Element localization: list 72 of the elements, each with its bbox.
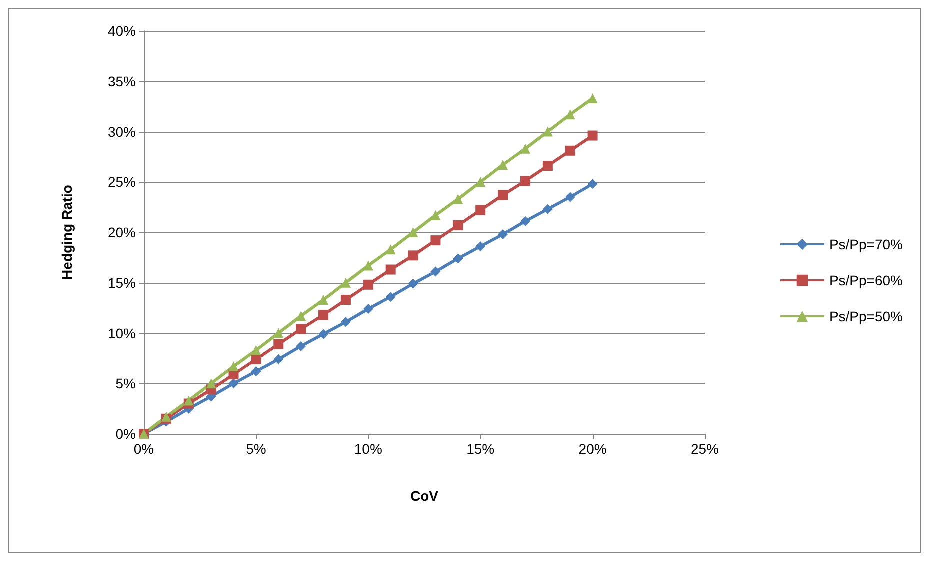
point	[318, 295, 329, 306]
point	[251, 366, 262, 377]
y-tick-label: 30%	[108, 124, 136, 140]
point	[340, 317, 351, 328]
point	[565, 192, 576, 202]
point	[453, 254, 464, 264]
point	[363, 304, 374, 314]
point	[251, 354, 262, 364]
point	[453, 220, 464, 230]
x-tick-label: 25%	[690, 441, 720, 457]
point	[520, 144, 530, 154]
point	[498, 230, 508, 240]
point	[363, 280, 374, 290]
point	[408, 228, 418, 238]
point	[296, 311, 306, 322]
point	[408, 250, 418, 261]
x-tick-label: 10%	[354, 441, 382, 457]
point	[542, 126, 553, 137]
point	[251, 345, 262, 356]
point	[588, 179, 598, 190]
point	[565, 110, 576, 120]
point	[386, 264, 396, 275]
point	[520, 216, 530, 226]
point	[430, 236, 441, 246]
point	[498, 190, 508, 200]
y-axis-title: Hedging Ratio	[59, 185, 75, 280]
x-tick-label: 0%	[134, 441, 154, 457]
point	[296, 324, 306, 334]
point	[476, 205, 486, 216]
point	[565, 146, 576, 156]
point	[228, 361, 239, 372]
point	[588, 94, 598, 104]
y-tick-label: 15%	[108, 274, 136, 291]
point	[408, 278, 418, 289]
point	[453, 194, 464, 204]
point	[588, 130, 598, 141]
point	[206, 378, 216, 389]
point	[476, 177, 486, 188]
x-axis-title: CoV	[410, 488, 440, 504]
point	[542, 161, 553, 172]
point	[363, 260, 374, 271]
y-tick-label: 40%	[108, 23, 136, 39]
legend-label: Ps/Pp=70%	[829, 236, 904, 252]
point	[296, 341, 306, 352]
legend-label: Ps/Pp=60%	[829, 272, 904, 288]
point	[340, 278, 351, 288]
x-tick-label: 15%	[466, 441, 495, 457]
point	[274, 354, 284, 364]
y-tick-label: 5%	[116, 376, 136, 392]
y-tick-label: 20%	[108, 224, 136, 240]
point	[228, 378, 239, 389]
point	[386, 292, 396, 302]
point	[340, 295, 351, 306]
x-tick-label: 5%	[246, 441, 266, 457]
point	[274, 328, 284, 338]
point	[430, 210, 441, 220]
point	[476, 242, 486, 252]
point	[184, 396, 194, 406]
point	[430, 266, 441, 277]
point	[542, 204, 553, 214]
y-tick-label: 35%	[108, 73, 136, 90]
legend-label: Ps/Pp=50%	[829, 308, 904, 324]
point	[386, 244, 396, 255]
point	[520, 176, 530, 186]
y-tick-label: 25%	[108, 174, 136, 190]
point	[318, 310, 329, 320]
point	[274, 339, 284, 350]
y-tick-label: 10%	[108, 325, 136, 342]
y-tick-label: 0%	[116, 426, 136, 442]
point	[318, 329, 329, 340]
x-tick-label: 20%	[578, 441, 607, 457]
point	[498, 160, 508, 170]
